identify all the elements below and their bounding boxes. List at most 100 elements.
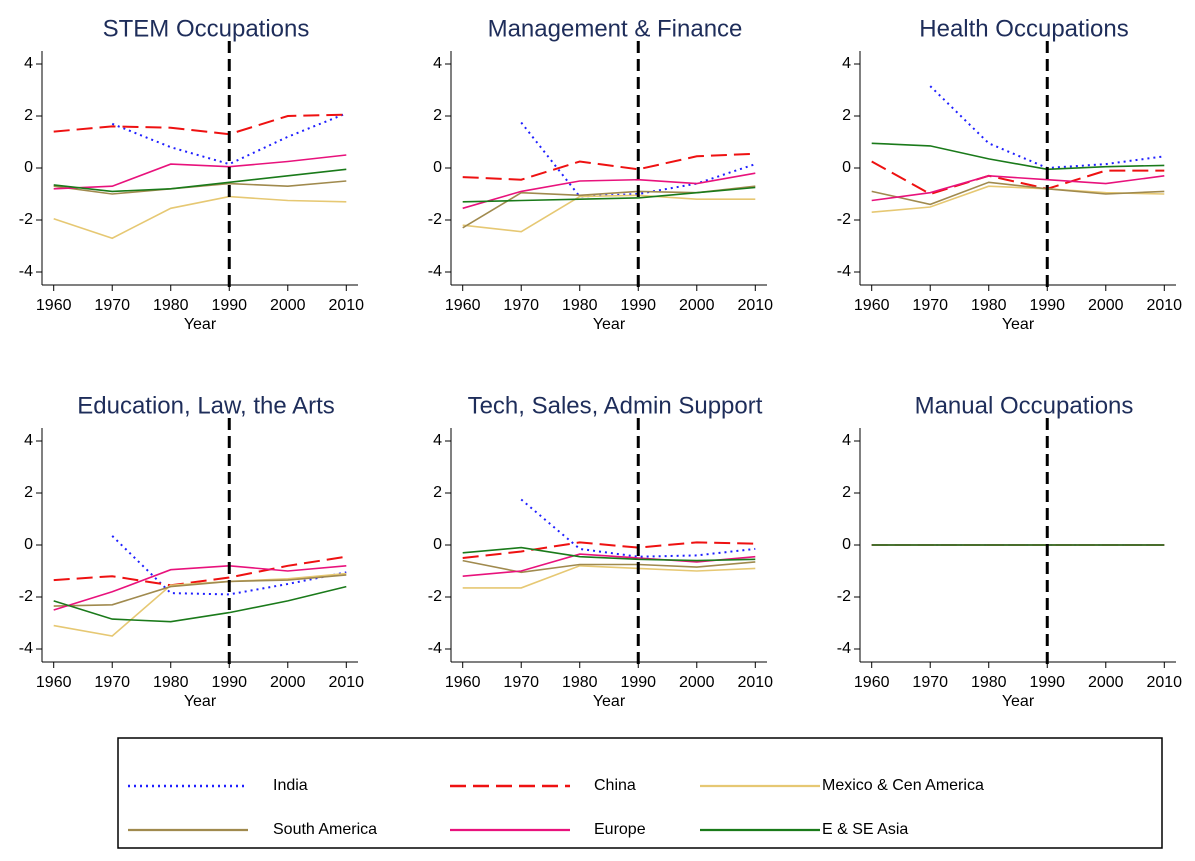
series-line [871,185,1165,213]
legend-label: India [273,777,308,794]
legend-label: South America [273,821,377,838]
series-line [111,535,347,596]
x-axis-label: Year [184,316,217,333]
x-tick-label: 2010 [1146,674,1182,691]
y-tick-label: 2 [433,107,442,124]
y-tick-label: -4 [19,263,33,280]
series-line [53,154,347,190]
x-tick-label: 2000 [270,297,306,314]
y-tick-label: 0 [24,536,33,553]
x-tick-label: 1990 [1029,297,1065,314]
series-line [462,541,756,559]
series-line [462,186,756,203]
series-line [462,564,756,589]
series-line [53,555,347,587]
y-tick-label: -4 [428,263,442,280]
series-line [53,168,347,193]
series-line [111,112,347,166]
series-line [53,195,347,240]
y-tick-label: 0 [433,159,442,176]
y-tick-label: 2 [842,484,851,501]
x-axis-label: Year [1002,693,1035,710]
y-tick-label: 0 [433,536,442,553]
y-tick-label: -2 [428,211,442,228]
y-tick-label: -2 [19,211,33,228]
x-tick-label: 2000 [1088,297,1124,314]
y-tick-label: 4 [24,432,33,449]
series-line [53,564,347,611]
series-line [53,585,347,623]
x-tick-label: 1960 [36,297,72,314]
x-tick-label: 1970 [94,297,130,314]
y-tick-label: 4 [433,432,442,449]
panel-title: Education, Law, the Arts [77,392,335,419]
x-tick-label: 1980 [562,297,598,314]
x-tick-label: 1970 [503,674,539,691]
x-tick-label: 1990 [620,674,656,691]
panel-title: Health Occupations [919,15,1128,42]
x-tick-label: 1980 [971,674,1007,691]
series-line [871,181,1165,206]
panel-title: STEM Occupations [103,15,310,42]
x-tick-label: 2000 [679,297,715,314]
panel-title: Manual Occupations [915,392,1134,419]
y-tick-label: -4 [19,640,33,657]
y-tick-label: 2 [842,107,851,124]
series-line [871,160,1165,196]
x-tick-label: 2010 [1146,297,1182,314]
series-line [462,194,756,233]
y-tick-label: -2 [19,588,33,605]
x-tick-label: 2000 [1088,674,1124,691]
y-tick-label: 4 [842,432,851,449]
series-line [53,113,347,136]
legend-label: Europe [594,821,646,838]
x-tick-label: 1970 [912,297,948,314]
legend-label: Mexico & Cen America [822,777,984,794]
legend-label: China [594,777,636,794]
x-tick-label: 1990 [620,297,656,314]
y-tick-label: -2 [837,588,851,605]
x-tick-label: 1960 [36,674,72,691]
y-tick-label: 4 [24,55,33,72]
panel-title: Management & Finance [488,15,743,42]
y-tick-label: 4 [433,55,442,72]
y-tick-label: -2 [837,211,851,228]
x-tick-label: 1960 [854,674,890,691]
x-tick-label: 1990 [1029,674,1065,691]
x-tick-label: 1970 [503,297,539,314]
series-line [871,142,1165,171]
series-line [462,546,756,562]
x-tick-label: 1960 [445,297,481,314]
x-tick-label: 1990 [211,297,247,314]
y-tick-label: 2 [433,484,442,501]
x-tick-label: 2010 [328,674,364,691]
x-tick-label: 1960 [445,674,481,691]
x-tick-label: 1980 [562,674,598,691]
x-axis-label: Year [1002,316,1035,333]
y-tick-label: 4 [842,55,851,72]
series-line [462,152,756,181]
x-tick-label: 2000 [679,674,715,691]
y-tick-label: 2 [24,484,33,501]
x-tick-label: 1960 [854,297,890,314]
series-line [462,559,756,574]
x-tick-label: 1980 [153,674,189,691]
series-line [53,574,347,607]
series-line [462,185,756,229]
x-tick-label: 1980 [153,297,189,314]
y-tick-label: 2 [24,107,33,124]
x-axis-label: Year [593,316,626,333]
x-tick-label: 2010 [737,674,773,691]
y-tick-label: -4 [837,640,851,657]
y-tick-label: 0 [24,159,33,176]
x-axis-label: Year [593,693,626,710]
x-tick-label: 1980 [971,297,1007,314]
y-tick-label: -2 [428,588,442,605]
y-tick-label: 0 [842,536,851,553]
series-line [871,174,1165,202]
panel-title: Tech, Sales, Admin Support [468,392,763,419]
series-line [462,172,756,210]
y-tick-label: -4 [428,640,442,657]
x-tick-label: 2010 [737,297,773,314]
